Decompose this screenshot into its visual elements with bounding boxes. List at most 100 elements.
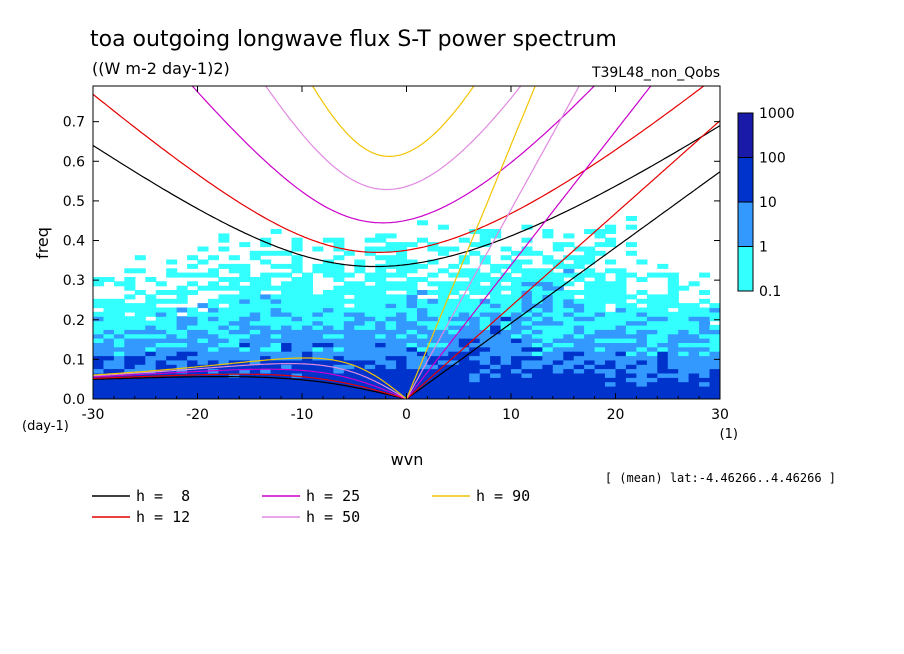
heatmap-cell — [239, 324, 251, 330]
heatmap-cell — [291, 237, 303, 243]
heatmap-cell — [260, 394, 272, 399]
heatmap-cell — [573, 394, 585, 399]
heatmap-cell — [343, 320, 355, 326]
heatmap-cell — [322, 237, 334, 243]
heatmap-cell — [437, 290, 449, 295]
heatmap-cell — [291, 303, 303, 309]
heatmap-cell — [239, 303, 251, 309]
heatmap-cell — [197, 246, 209, 252]
heatmap-cell — [605, 324, 617, 330]
heatmap-cell — [521, 364, 533, 370]
heatmap-cell — [322, 268, 334, 274]
colorbar-box — [737, 112, 754, 158]
heatmap-cell — [228, 255, 240, 261]
heatmap-cell — [511, 333, 523, 339]
heatmap-cell — [500, 381, 512, 387]
heatmap-cell — [521, 285, 533, 291]
heatmap-cell — [260, 311, 272, 317]
heatmap-cell — [291, 385, 303, 391]
heatmap-cell — [291, 311, 303, 317]
heatmap-cell — [584, 333, 596, 339]
heatmap-cell — [479, 259, 491, 265]
heatmap-cell — [531, 311, 543, 317]
heatmap-cell — [500, 364, 512, 370]
heatmap-cell — [542, 268, 554, 274]
heatmap-cell — [636, 307, 648, 313]
heatmap-cell — [531, 394, 543, 399]
heatmap-cell — [103, 377, 115, 383]
heatmap-cell — [333, 364, 345, 370]
heatmap-cell — [646, 338, 658, 343]
heatmap-cell — [385, 303, 397, 309]
heatmap-cell — [343, 311, 355, 317]
heatmap-cell — [657, 364, 669, 370]
heatmap-cell — [333, 333, 345, 339]
heatmap-cell — [291, 263, 303, 269]
heatmap-cell — [260, 368, 272, 374]
heatmap-cell — [511, 338, 523, 343]
heatmap-cell — [490, 377, 502, 383]
heatmap-cell — [385, 385, 397, 391]
heatmap-cell — [281, 346, 293, 352]
dispersion-curve-er-h90 — [93, 357, 407, 399]
heatmap-cell — [270, 320, 282, 326]
heatmap-cell — [688, 311, 700, 317]
heatmap-cell — [521, 281, 533, 287]
heatmap-cell — [615, 333, 627, 339]
heatmap-cell — [145, 355, 157, 361]
heatmap-cell — [427, 311, 439, 317]
heatmap-cell — [479, 355, 491, 361]
heatmap-cell — [218, 338, 230, 343]
heatmap-cell — [270, 333, 282, 339]
heatmap-cell — [176, 329, 188, 335]
heatmap-cell — [646, 298, 658, 304]
x-tick-label: 10 — [502, 407, 520, 423]
heatmap-cell — [636, 259, 648, 265]
heatmap-cell — [155, 385, 167, 391]
heatmap-cell — [490, 263, 502, 269]
heatmap-cell — [437, 368, 449, 374]
heatmap-cell — [584, 364, 596, 370]
heatmap-cell — [176, 316, 188, 322]
heatmap-cell — [542, 372, 554, 378]
heatmap-cell — [427, 368, 439, 374]
heatmap-cell — [605, 320, 617, 326]
heatmap-cell — [103, 316, 115, 322]
heatmap-cell — [605, 237, 617, 243]
heatmap-cell — [427, 298, 439, 304]
heatmap-cell — [93, 394, 105, 399]
heatmap-cell — [239, 381, 251, 387]
y-tick-label: 0.2 — [63, 313, 85, 329]
heatmap-cell — [699, 307, 711, 313]
heatmap-cell — [166, 359, 178, 365]
heatmap-cell — [573, 381, 585, 387]
heatmap-cell — [479, 311, 491, 317]
x-tick-label: 20 — [607, 407, 625, 423]
heatmap-cell — [657, 338, 669, 343]
heatmap-cell — [124, 377, 136, 383]
heatmap-cell — [93, 342, 105, 348]
heatmap-cell — [709, 346, 720, 352]
heatmap-cell — [531, 359, 543, 365]
heatmap-cell — [406, 290, 418, 295]
heatmap-cell — [281, 250, 293, 256]
heatmap-cell — [322, 390, 334, 396]
heatmap-cell — [678, 338, 690, 343]
heatmap-cell — [458, 381, 470, 387]
heatmap-cell — [458, 303, 470, 309]
heatmap-cell — [249, 372, 261, 378]
heatmap-cell — [584, 290, 596, 295]
heatmap-cell — [573, 324, 585, 330]
heatmap-cell — [542, 298, 554, 304]
heatmap-cell — [584, 338, 596, 343]
heatmap-cell — [584, 342, 596, 348]
heatmap-cell — [563, 263, 575, 269]
heatmap-cell — [479, 342, 491, 348]
heatmap-cell — [343, 342, 355, 348]
heatmap-cell — [448, 333, 460, 339]
heatmap-cell — [113, 377, 125, 383]
heatmap-cell — [636, 346, 648, 352]
heatmap-cell — [312, 351, 324, 357]
x-axis-label: wvn — [391, 450, 424, 469]
heatmap-cell — [615, 320, 627, 326]
